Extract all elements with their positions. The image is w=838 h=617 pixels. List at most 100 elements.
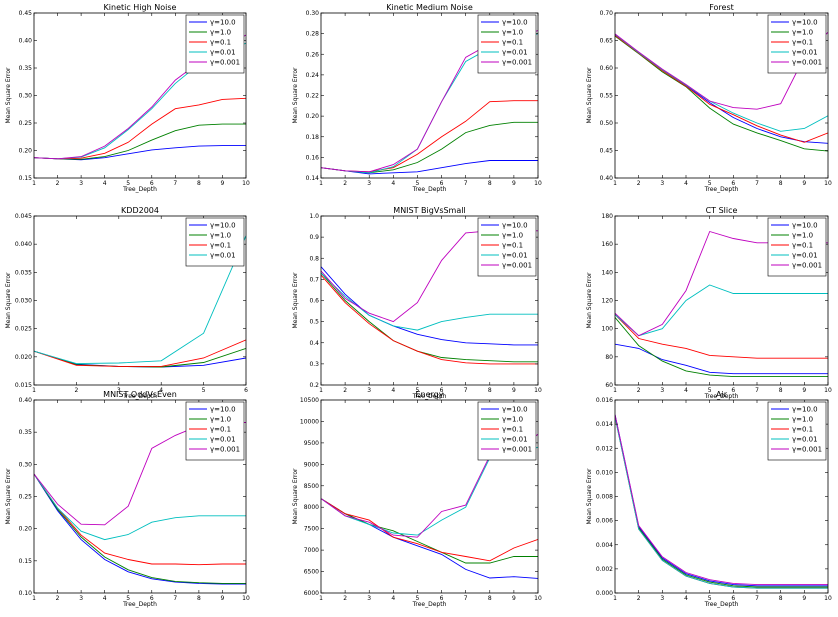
- y-tick-label: 0.70: [600, 10, 614, 17]
- x-tick-label: 3: [660, 387, 664, 394]
- x-tick-label: 5: [416, 180, 420, 187]
- y-tick-label: 0.010: [596, 469, 613, 476]
- y-tick-label: 0.2: [309, 382, 319, 389]
- x-tick-label: 8: [779, 595, 783, 602]
- legend-label: γ=0.01: [792, 436, 818, 444]
- x-tick-label: 7: [464, 180, 468, 187]
- y-tick-label: 0.26: [306, 51, 320, 58]
- y-tick-label: 0.18: [306, 134, 320, 141]
- x-tick-label: 2: [637, 387, 641, 394]
- x-tick-label: 1: [613, 180, 617, 187]
- series-line: [321, 446, 538, 536]
- y-tick-label: 7500: [304, 526, 319, 533]
- y-tick-label: 6000: [304, 590, 319, 597]
- y-tick-label: 0.014: [596, 421, 613, 428]
- x-tick-label: 4: [391, 387, 395, 394]
- x-tick-label: 8: [779, 180, 783, 187]
- x-axis-label: Tree_Depth: [704, 393, 739, 400]
- x-tick-label: 6: [731, 387, 735, 394]
- chart-panel: 1 2 3 4 5 6 7 8 9 10 0.2 0.3 0.4 0.5 0.6 0.7 0.8 0.9 1.0 MN…: [292, 206, 542, 400]
- y-axis-label: Mean Square Error: [292, 468, 299, 524]
- x-tick-label: 7: [464, 387, 468, 394]
- x-tick-label: 7: [173, 180, 177, 187]
- y-tick-label: 0.3: [309, 361, 319, 368]
- legend-label: γ=0.1: [792, 426, 813, 434]
- y-tick-label: 0.40: [600, 175, 614, 182]
- series-line: [321, 498, 538, 562]
- legend-label: γ=0.1: [210, 242, 231, 250]
- y-tick-label: 0.004: [596, 542, 613, 549]
- x-tick-label: 3: [117, 387, 121, 394]
- y-tick-label: 0.6: [309, 298, 319, 305]
- y-tick-label: 0.30: [19, 93, 33, 100]
- y-axis-label: Mean Square Error: [292, 272, 299, 328]
- legend-label: γ=0.001: [502, 446, 532, 454]
- x-tick-label: 6: [150, 595, 154, 602]
- series-line: [321, 266, 538, 346]
- series-line: [321, 160, 538, 175]
- chart-panel: 1 2 3 4 5 6 7 8 9 10 0.15 0.20 0.25 0.30 0.35 0.40 0.45 K…: [5, 3, 250, 193]
- legend: γ=10.0 γ=1.0 γ=0.1 γ=0.01 γ=0.001: [767, 401, 827, 461]
- x-tick-label: 5: [416, 595, 420, 602]
- y-tick-label: 0.006: [596, 518, 613, 525]
- legend-label: γ=10.0: [210, 406, 236, 414]
- x-tick-label: 8: [197, 595, 201, 602]
- y-tick-label: 140: [602, 269, 614, 276]
- x-tick-label: 3: [367, 595, 371, 602]
- legend-label: γ=0.01: [502, 252, 528, 260]
- chart-panel: 1 2 3 4 5 6 7 8 9 10 60 80 100 120 140 160 180 CT Slice Tr…: [586, 206, 832, 400]
- legend-label: γ=0.001: [210, 446, 240, 454]
- series-line: [34, 473, 246, 585]
- legend-label: γ=0.1: [502, 242, 523, 250]
- y-tick-label: 1.0: [309, 213, 319, 220]
- y-tick-label: 160: [602, 241, 614, 248]
- legend-label: γ=0.1: [502, 39, 523, 47]
- x-tick-label: 6: [244, 387, 248, 394]
- x-tick-label: 9: [802, 595, 806, 602]
- y-tick-label: 0.20: [306, 113, 320, 120]
- y-axis-label: Mean Square Error: [586, 468, 593, 524]
- x-tick-label: 4: [684, 595, 688, 602]
- legend-box: [767, 14, 827, 74]
- legend-label: γ=0.01: [502, 49, 528, 57]
- x-tick-label: 2: [343, 387, 347, 394]
- series-line: [321, 272, 538, 363]
- x-tick-label: 3: [367, 387, 371, 394]
- x-axis-label: Tree_Depth: [704, 186, 739, 193]
- x-tick-label: 9: [512, 387, 516, 394]
- legend-label: γ=0.1: [792, 39, 813, 47]
- plot-frame: [320, 399, 539, 594]
- legend-box: [185, 401, 245, 461]
- y-tick-label: 0.35: [19, 65, 33, 72]
- y-tick-label: 0.50: [600, 120, 614, 127]
- legend-label: γ=0.01: [210, 49, 236, 57]
- legend-label: γ=10.0: [502, 19, 528, 27]
- x-axis-label: Tree_Depth: [122, 186, 157, 193]
- y-tick-label: 0.000: [596, 590, 613, 597]
- series-line: [34, 339, 246, 367]
- y-axis-label: Mean Square Error: [5, 468, 12, 524]
- y-tick-label: 0.012: [596, 445, 613, 452]
- y-tick-label: 0.15: [19, 558, 33, 565]
- y-tick-label: 0.4: [309, 340, 319, 347]
- x-tick-label: 1: [319, 595, 323, 602]
- x-tick-label: 6: [731, 595, 735, 602]
- series-line: [615, 414, 828, 586]
- x-tick-label: 3: [660, 180, 664, 187]
- y-tick-label: 0.9: [309, 234, 319, 241]
- y-tick-label: 180: [602, 213, 614, 220]
- y-axis-label: Mean Square Error: [5, 67, 12, 123]
- x-tick-label: 10: [534, 387, 542, 394]
- y-tick-label: 0.25: [19, 120, 33, 127]
- legend-label: γ=0.001: [792, 59, 822, 67]
- y-tick-label: 80: [605, 354, 613, 361]
- y-tick-label: 0.35: [19, 429, 33, 436]
- x-tick-label: 4: [103, 595, 107, 602]
- y-tick-label: 120: [602, 298, 614, 305]
- legend-label: γ=10.0: [792, 406, 818, 414]
- y-tick-label: 0.5: [309, 319, 319, 326]
- x-tick-label: 6: [440, 387, 444, 394]
- x-axis-label: Tree_Depth: [704, 601, 739, 608]
- y-tick-label: 0.002: [596, 566, 613, 573]
